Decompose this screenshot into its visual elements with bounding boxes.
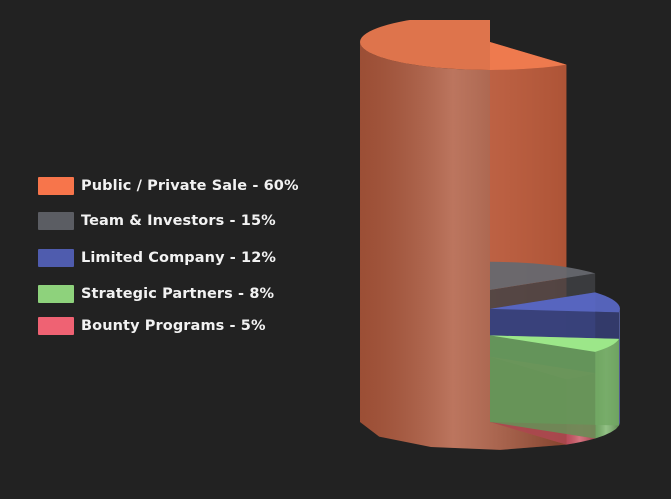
legend-swatch-limited-company [38, 249, 74, 267]
legend-item-public-private-sale: Public / Private Sale - 60% [38, 176, 299, 196]
slice-top [360, 20, 567, 70]
legend-swatch-bounty-programs [38, 317, 74, 335]
legend-swatch-team-investors [38, 212, 74, 230]
legend-item-strategic-partners: Strategic Partners - 8% [38, 284, 274, 304]
legend-swatch-strategic-partners [38, 285, 74, 303]
legend-swatch-public-private-sale [38, 177, 74, 195]
legend-label-team-investors: Team & Investors - 15% [81, 213, 276, 229]
slice-top [490, 335, 619, 352]
pie-chart-3d [360, 20, 620, 450]
legend-item-team-investors: Team & Investors - 15% [38, 211, 276, 231]
legend-label-bounty-programs: Bounty Programs - 5% [81, 318, 266, 334]
legend-label-strategic-partners: Strategic Partners - 8% [81, 286, 275, 302]
chart-slices-layer [360, 20, 620, 450]
legend-item-bounty-programs: Bounty Programs - 5% [38, 316, 266, 336]
legend-item-limited-company: Limited Company - 12% [38, 248, 276, 268]
slice-strategic-partners [490, 335, 619, 439]
slice-top [490, 292, 620, 313]
slice-edge-face [490, 335, 596, 439]
slice-top [490, 261, 596, 290]
legend-label-public-private-sale: Public / Private Sale - 60% [81, 178, 299, 194]
slice-side-shading [618, 308, 620, 426]
legend-label-limited-company: Limited Company - 12% [81, 250, 277, 266]
